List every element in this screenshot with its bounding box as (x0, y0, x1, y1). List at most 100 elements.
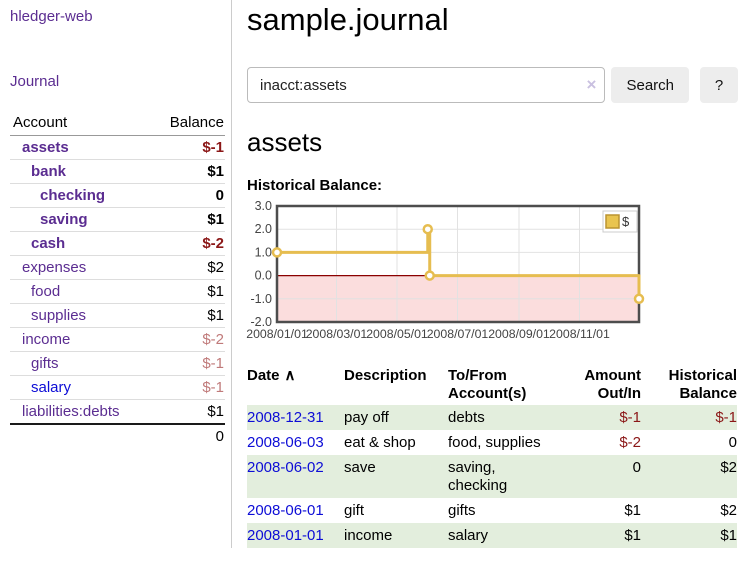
account-balance: $1 (207, 283, 224, 300)
transaction-row[interactable]: 2008-06-02 save saving, checking 0 $2 (247, 455, 737, 498)
app-title-link[interactable]: hledger-web (10, 8, 93, 25)
search-button[interactable]: Search (611, 67, 689, 103)
header-amount-outin: Amount Out/In (584, 367, 641, 402)
account-row: bank $1 (10, 159, 225, 184)
transaction-balance: $2 (720, 502, 737, 519)
svg-text:2.0: 2.0 (255, 222, 272, 236)
account-balance: $1 (207, 307, 224, 324)
transaction-amount: $1 (624, 527, 641, 544)
transaction-row[interactable]: 2008-01-01 income salary $1 $1 (247, 523, 737, 548)
transaction-date-link[interactable]: 2008-06-02 (247, 459, 324, 476)
help-button[interactable]: ? (700, 67, 738, 103)
account-row: checking 0 (10, 183, 225, 208)
transaction-accounts: debts (448, 409, 485, 426)
accounts-total-spacer (10, 423, 151, 448)
account-link[interactable]: gifts (31, 355, 59, 372)
search-form: × Search ? (247, 67, 738, 103)
transactions-table-body: 2008-12-31 pay off debts $-1 $-1 2008-06… (247, 405, 737, 548)
sidebar-item-journal[interactable]: Journal (10, 73, 60, 90)
account-link[interactable]: supplies (31, 307, 87, 324)
account-balance: $1 (207, 403, 224, 420)
account-balance: $-1 (202, 139, 224, 156)
account-row: food $1 (10, 279, 225, 304)
account-balance: $-1 (202, 379, 224, 396)
accounts-table-body: assets $-1 bank $1 checking 0 saving $1 … (10, 135, 225, 425)
account-row: gifts $-1 (10, 351, 225, 376)
transaction-amount: 0 (632, 459, 641, 476)
transaction-date-link[interactable]: 2008-06-03 (247, 434, 324, 451)
clear-search-icon[interactable]: × (586, 75, 597, 94)
account-link[interactable]: assets (22, 139, 69, 156)
account-link[interactable]: expenses (22, 259, 87, 276)
account-balance: $-2 (202, 235, 224, 252)
header-tofrom-accounts: To/From Account(s) (448, 367, 527, 402)
transaction-date-link[interactable]: 2008-06-01 (247, 502, 324, 519)
accounts-table-header-row: Account Balance (10, 111, 225, 136)
header-date[interactable]: Date ∧ (247, 367, 296, 384)
historical-balance-chart: 3.0 2.0 1.0 0.0 -1.0 -2.0 2008/01/01 2008/03/01… (246, 199, 738, 345)
transaction-accounts: saving, checking (448, 459, 508, 494)
accounts-total-row: 0 (10, 423, 225, 448)
account-link[interactable]: bank (31, 163, 67, 180)
account-row: saving $1 (10, 207, 225, 232)
main-content: sample.journal × Search ? assets Histori… (232, 0, 742, 548)
transaction-date-link[interactable]: 2008-12-31 (247, 409, 324, 426)
account-link[interactable]: saving (40, 211, 88, 228)
transaction-accounts: gifts (448, 502, 476, 519)
transaction-amount: $-1 (619, 409, 641, 426)
svg-text:$: $ (622, 214, 630, 229)
svg-text:-1.0: -1.0 (250, 292, 272, 306)
page-title: sample.journal (247, 2, 449, 37)
app-layout: hledger-web Journal Account Balance asse… (0, 0, 742, 548)
transaction-description: save (344, 459, 376, 476)
transaction-accounts: food, supplies (448, 434, 541, 451)
chart-canvas: 3.0 2.0 1.0 0.0 -1.0 -2.02008/01/012008/03/01… (246, 199, 645, 341)
account-row: supplies $1 (10, 303, 225, 328)
search-input[interactable] (247, 67, 606, 103)
svg-text:1.0: 1.0 (255, 245, 272, 259)
svg-text:2008/01/01: 2008/01/01 (246, 327, 308, 341)
account-balance: $1 (207, 163, 224, 180)
transaction-balance: $-1 (715, 409, 737, 426)
accounts-header-account: Account (10, 111, 151, 136)
account-balance: $-1 (202, 355, 224, 372)
transaction-description: gift (344, 502, 365, 519)
svg-text:2008/07/01: 2008/07/01 (427, 327, 489, 341)
svg-text:-2.0: -2.0 (250, 315, 272, 329)
transaction-description: eat & shop (344, 434, 416, 451)
sort-asc-icon: ∧ (284, 367, 296, 384)
transaction-balance: 0 (728, 434, 737, 451)
account-link[interactable]: liabilities:debts (22, 403, 120, 420)
transaction-date-link[interactable]: 2008-01-01 (247, 527, 324, 544)
transaction-row[interactable]: 2008-06-03 eat & shop food, supplies $-2… (247, 430, 737, 455)
sidebar: hledger-web Journal Account Balance asse… (0, 0, 232, 548)
account-link[interactable]: checking (40, 187, 106, 204)
account-link[interactable]: food (31, 283, 61, 300)
account-link[interactable]: salary (31, 379, 72, 396)
accounts-total-value: 0 (150, 423, 225, 448)
accounts-table: Account Balance assets $-1 bank $1 check… (10, 111, 225, 448)
svg-text:2008/03/01: 2008/03/01 (306, 327, 368, 341)
account-heading: assets (247, 127, 323, 157)
search-input-wrap: × (247, 67, 606, 103)
transactions-table: Date ∧ Description To/From Account(s) Amo… (247, 365, 737, 548)
transaction-description: pay off (344, 409, 389, 426)
transaction-amount: $1 (624, 502, 641, 519)
transaction-row[interactable]: 2008-06-01 gift gifts $1 $2 (247, 498, 737, 523)
header-description: Description (344, 367, 427, 384)
account-row: assets $-1 (10, 135, 225, 160)
account-link[interactable]: cash (31, 235, 66, 252)
transaction-accounts: salary (448, 527, 489, 544)
svg-text:2008/09/01: 2008/09/01 (488, 327, 550, 341)
svg-text:0.0: 0.0 (255, 269, 272, 283)
account-row: salary $-1 (10, 375, 225, 400)
transaction-description: income (344, 527, 393, 544)
account-balance: 0 (215, 187, 224, 204)
account-row: liabilities:debts $1 (10, 399, 225, 425)
account-balance: $1 (207, 211, 224, 228)
transaction-balance: $1 (720, 527, 737, 544)
transaction-row[interactable]: 2008-12-31 pay off debts $-1 $-1 (247, 405, 737, 430)
accounts-header-balance: Balance (150, 111, 225, 136)
svg-text:3.0: 3.0 (255, 199, 272, 213)
account-link[interactable]: income (22, 331, 71, 348)
